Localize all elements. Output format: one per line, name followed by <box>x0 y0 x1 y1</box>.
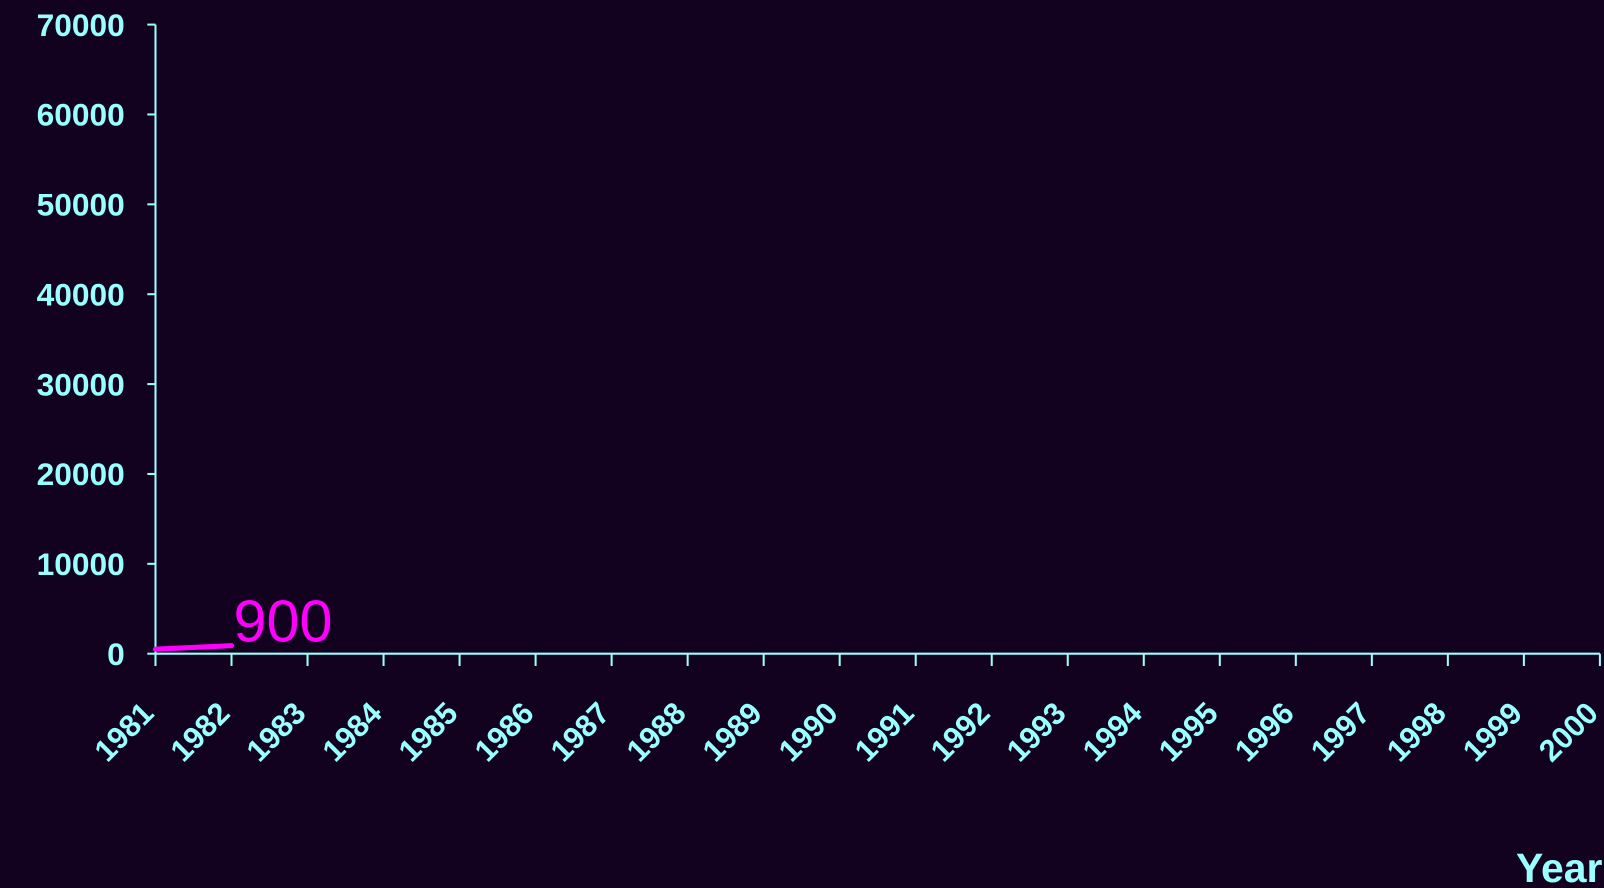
data-line <box>152 643 235 652</box>
y-tick-label: 40000 <box>37 276 125 312</box>
y-tick-label: 0 <box>107 636 125 672</box>
y-tick-label: 30000 <box>37 366 125 402</box>
y-tick-label: 70000 <box>37 7 125 43</box>
x-axis-title: Year <box>1516 845 1603 888</box>
data-label: 900 <box>234 588 333 655</box>
y-tick-label: 10000 <box>37 546 125 582</box>
y-tick-label: 20000 <box>37 456 125 492</box>
y-tick-label: 60000 <box>37 97 125 133</box>
y-tick-label: 50000 <box>37 187 125 223</box>
